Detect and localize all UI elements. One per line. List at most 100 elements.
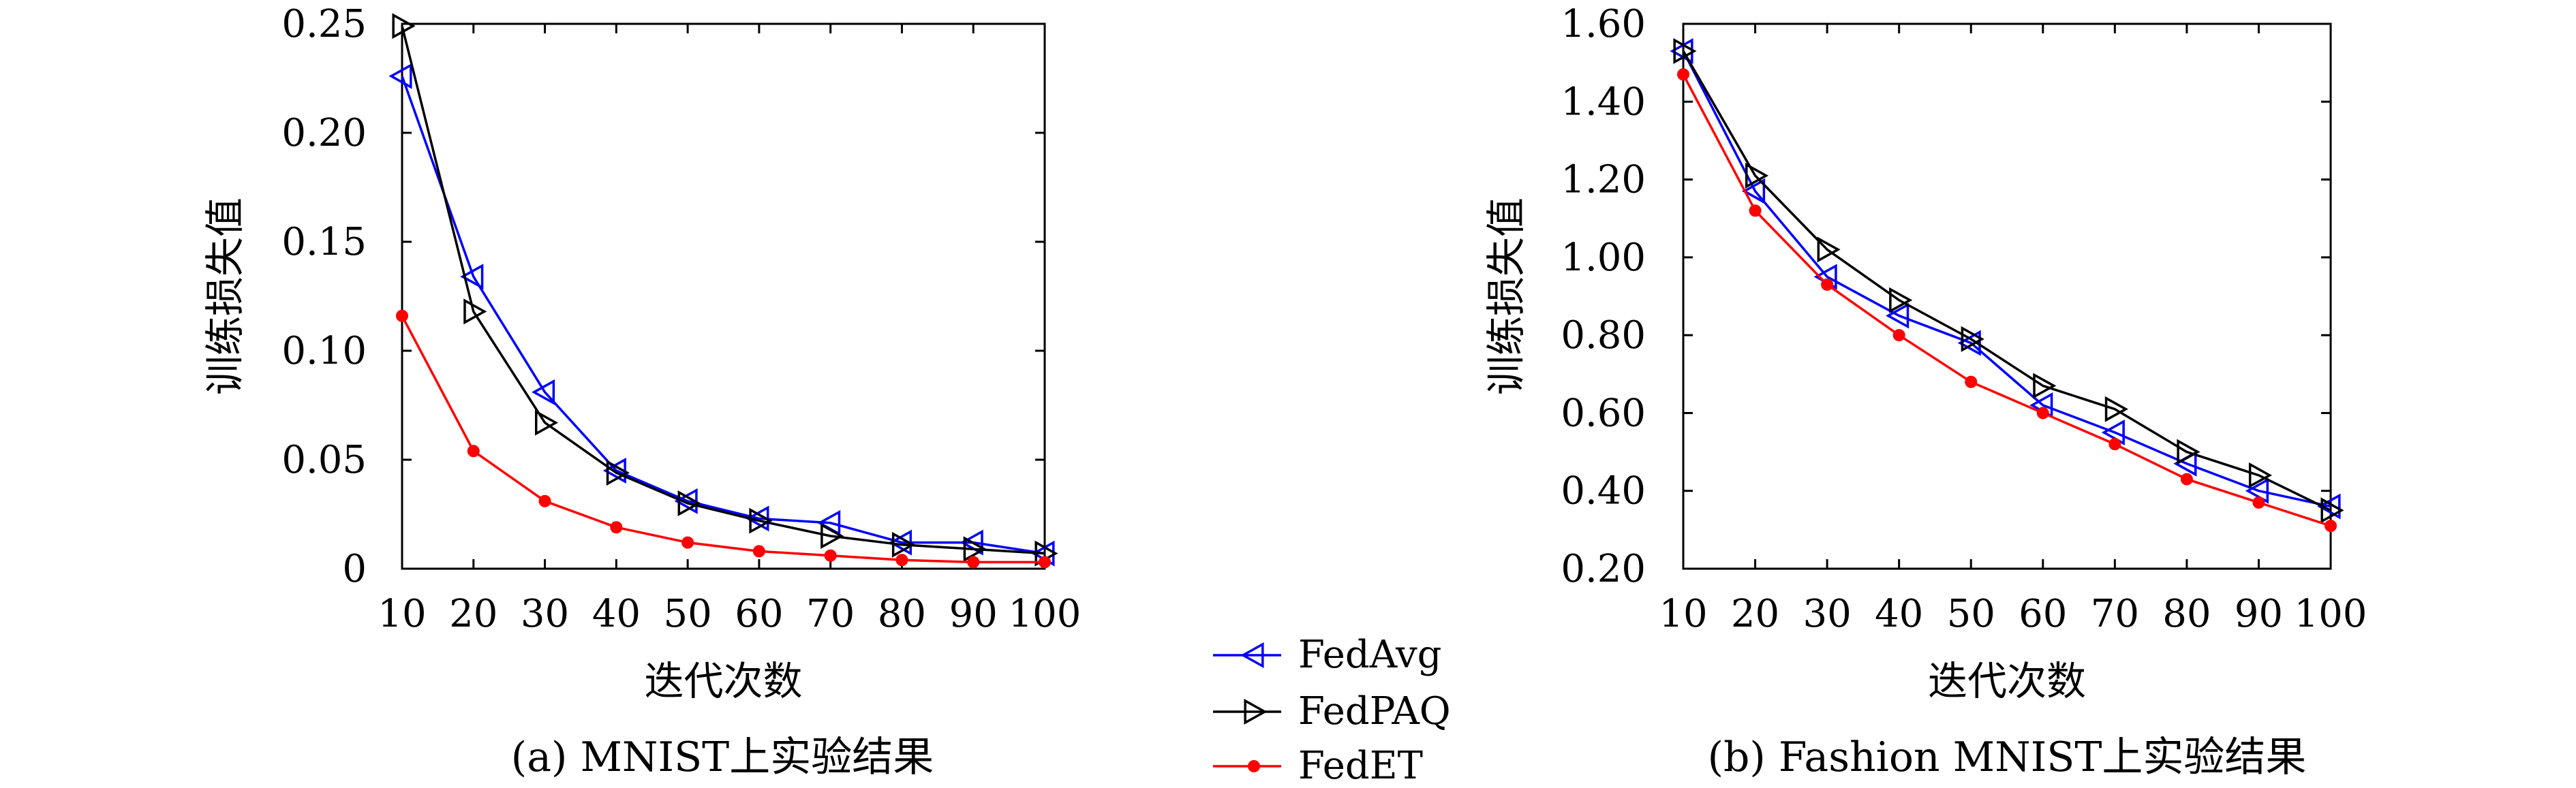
data-point xyxy=(2317,493,2341,520)
data-point xyxy=(2033,373,2057,399)
series-fedet xyxy=(1677,68,2337,533)
y-tick-label: 0.60 xyxy=(1561,391,1646,435)
data-point xyxy=(1886,302,1910,329)
x-tick-label: 80 xyxy=(2162,592,2211,636)
data-point xyxy=(824,549,837,562)
x-tick-label: 90 xyxy=(2235,592,2283,636)
y-tick-label: 0.25 xyxy=(281,2,367,46)
data-point xyxy=(538,494,551,507)
series-fedet xyxy=(396,309,1051,569)
data-point xyxy=(1039,556,1051,569)
data-point xyxy=(1817,236,1841,263)
series-line xyxy=(1682,50,2331,511)
legend-swatch-marker xyxy=(1244,699,1268,725)
legend: FedAvg FedPAQ FedET xyxy=(1213,633,1451,788)
x-tick-label: 50 xyxy=(1947,592,1995,636)
x-tick-label: 80 xyxy=(878,592,926,636)
data-point xyxy=(967,556,980,569)
x-tick-label: 100 xyxy=(2295,592,2367,636)
y-tick-label: 0.15 xyxy=(281,220,367,264)
data-point xyxy=(1677,68,1689,81)
x-tick-label: 70 xyxy=(2091,592,2139,636)
legend-label: FedAvg xyxy=(1298,633,1441,677)
data-point xyxy=(2177,439,2201,465)
y-axis-label: 训练损失值 xyxy=(1483,198,1529,395)
data-point xyxy=(1821,278,1834,291)
data-point xyxy=(392,13,416,40)
data-point xyxy=(1745,162,1769,189)
data-point xyxy=(891,531,916,558)
data-point xyxy=(606,460,630,486)
series-fedavg xyxy=(388,63,1055,567)
data-point xyxy=(2036,407,2049,420)
legend-swatch-marker xyxy=(1240,642,1264,668)
x-tick-label: 50 xyxy=(663,592,711,636)
y-tick-label: 0.20 xyxy=(1561,547,1646,591)
data-point xyxy=(821,523,844,549)
data-point xyxy=(1965,375,1978,388)
x-tick-label: 70 xyxy=(806,592,855,636)
series-fedavg xyxy=(1670,38,2341,520)
series-line xyxy=(401,25,1045,555)
y-tick-label: 0.10 xyxy=(281,329,367,373)
data-point xyxy=(1961,326,1984,352)
x-tick-label: 60 xyxy=(2019,592,2067,636)
y-axis-label: 训练损失值 xyxy=(202,198,248,395)
x-tick-label: 40 xyxy=(592,592,641,636)
data-point xyxy=(963,536,987,563)
y-tick-label: 1.20 xyxy=(1561,158,1646,202)
data-point xyxy=(467,445,480,458)
data-point xyxy=(752,545,765,558)
legend-entry-fedpaq: FedPAQ xyxy=(1213,689,1451,734)
legend-label: FedPAQ xyxy=(1298,689,1451,734)
y-tick-label: 0.80 xyxy=(1561,313,1646,358)
data-point xyxy=(460,264,484,290)
data-point xyxy=(2245,477,2269,504)
data-point xyxy=(1673,38,1697,64)
y-tick-label: 0 xyxy=(342,547,367,591)
data-point xyxy=(2325,520,2337,533)
data-point xyxy=(531,379,555,405)
x-tick-label: 10 xyxy=(378,592,426,636)
data-point xyxy=(2109,438,2121,451)
data-point xyxy=(1892,329,1905,342)
x-tick-label: 30 xyxy=(521,592,569,636)
data-point xyxy=(396,309,408,322)
data-point xyxy=(1741,178,1766,204)
x-tick-label: 100 xyxy=(1009,592,1082,636)
x-tick-label: 20 xyxy=(1731,592,1779,636)
y-tick-label: 0.05 xyxy=(281,438,367,482)
y-tick-label: 0.40 xyxy=(1561,469,1646,514)
data-point xyxy=(677,490,701,516)
data-point xyxy=(895,554,908,567)
data-point xyxy=(388,63,412,89)
data-point xyxy=(2180,473,2193,486)
series-line xyxy=(401,76,1045,555)
x-tick-label: 20 xyxy=(449,592,497,636)
x-tick-label: 10 xyxy=(1659,592,1707,636)
data-point xyxy=(749,507,773,534)
data-point xyxy=(2101,420,2125,445)
series-fedpaq xyxy=(392,13,1058,567)
y-tick-label: 0.20 xyxy=(281,111,367,155)
x-tick-label: 60 xyxy=(735,592,783,636)
data-point xyxy=(2320,497,2344,524)
series-fedpaq xyxy=(1673,38,2344,524)
series-line xyxy=(1682,50,2331,508)
chart-fashion-mnist: 0.20 0.40 0.60 0.80 1.00 1.20 1.40 1.60 10 20 30 40… xyxy=(1483,2,2367,781)
plot-frame xyxy=(1682,22,2332,570)
chart-mnist: 0 0.05 0.10 0.15 0.20 0.25 10 20 30 40 50 60 70 80 90 1… xyxy=(202,2,1081,781)
y-tick-label: 1.40 xyxy=(1561,80,1646,124)
chart-caption: (b) Fashion MNIST上实验结果 xyxy=(1708,734,2307,781)
x-tick-label: 30 xyxy=(1803,592,1851,636)
y-tick-label: 1.00 xyxy=(1561,236,1646,280)
data-point xyxy=(2252,496,2265,509)
x-tick-label: 40 xyxy=(1875,592,1923,636)
x-axis-label: 迭代次数 xyxy=(1928,658,2086,704)
series-line xyxy=(1682,74,2331,527)
data-point xyxy=(2104,396,2128,422)
data-point xyxy=(2248,462,2273,488)
series-line xyxy=(401,315,1045,564)
data-point xyxy=(1749,204,1762,217)
